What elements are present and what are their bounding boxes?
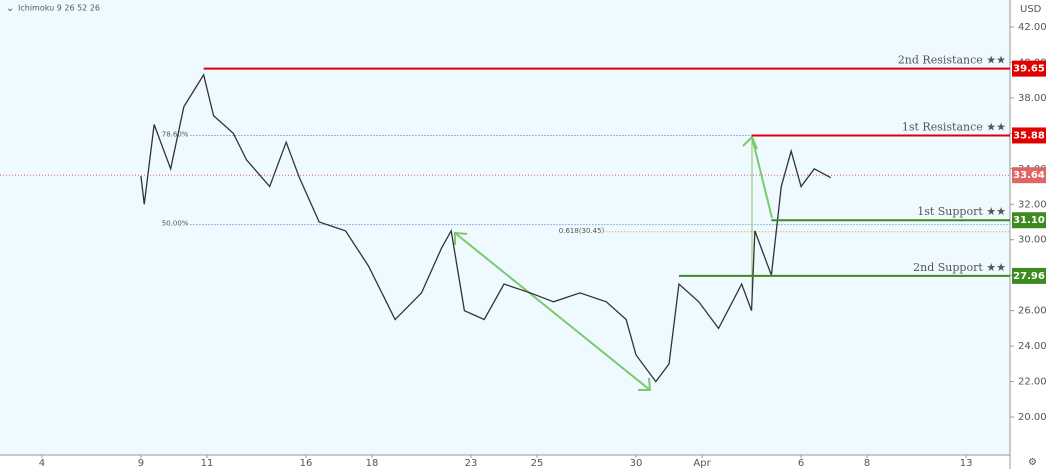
x-tick-label: 16 bbox=[300, 458, 313, 469]
y-tick-label: 24.00 bbox=[1018, 341, 1046, 352]
level-label: 39.65 bbox=[1013, 64, 1045, 75]
x-tick-label: 9 bbox=[138, 458, 144, 469]
x-tick-label: 18 bbox=[366, 458, 379, 469]
x-tick-label: 6 bbox=[798, 458, 804, 469]
y-tick-label: 38.00 bbox=[1018, 93, 1046, 104]
indicator-label: Ichimoku 9 26 52 26 bbox=[18, 4, 100, 13]
level-label: 35.88 bbox=[1013, 130, 1045, 141]
plot-background bbox=[0, 0, 1010, 455]
x-tick-label: 8 bbox=[864, 458, 870, 469]
level-label: 31.10 bbox=[1013, 215, 1045, 226]
level-name: 2nd Support ★★ bbox=[913, 261, 1006, 274]
fib-label: 50.00% bbox=[162, 220, 189, 228]
y-tick-label: 22.00 bbox=[1018, 377, 1046, 388]
trend-arrows bbox=[454, 135, 773, 391]
collapse-icon[interactable]: ⌄ bbox=[6, 3, 14, 14]
last-price-box bbox=[1012, 167, 1046, 184]
x-tick-label: 13 bbox=[960, 458, 973, 469]
x-tick-label: 23 bbox=[465, 458, 478, 469]
level-box bbox=[1012, 267, 1046, 284]
y-tick-label: 30.00 bbox=[1018, 235, 1046, 246]
x-tick-label: 4 bbox=[39, 458, 45, 469]
y-tick-label: 26.00 bbox=[1018, 306, 1046, 317]
level-name: 1st Resistance ★★ bbox=[902, 120, 1006, 133]
x-tick-label: 11 bbox=[201, 458, 214, 469]
last-price-label: 33.64 bbox=[1013, 170, 1045, 181]
x-axis-panel bbox=[0, 455, 1010, 469]
level-box bbox=[1012, 60, 1046, 77]
x-tick-label: 30 bbox=[630, 458, 643, 469]
y-tick-label: 20.00 bbox=[1018, 412, 1046, 423]
currency-label: USD bbox=[1020, 4, 1042, 15]
level-name: 2nd Resistance ★★ bbox=[898, 54, 1006, 67]
level-box bbox=[1012, 127, 1046, 144]
x-tick-label: 25 bbox=[531, 458, 544, 469]
price-line bbox=[140, 73, 832, 383]
y-tick-label: 32.00 bbox=[1018, 199, 1046, 210]
fib-label: 78.60% bbox=[162, 130, 189, 138]
x-tick-label: Apr bbox=[693, 458, 711, 469]
y-axis-panel bbox=[1010, 0, 1046, 469]
fib-label: 0.618(30.45) bbox=[559, 227, 605, 235]
settings-icon[interactable]: ⚙ bbox=[1028, 457, 1037, 468]
level-name: 1st Support ★★ bbox=[917, 205, 1006, 218]
level-box bbox=[1012, 212, 1046, 229]
level-label: 27.96 bbox=[1013, 271, 1045, 282]
y-tick-label: 42.00 bbox=[1018, 22, 1046, 33]
